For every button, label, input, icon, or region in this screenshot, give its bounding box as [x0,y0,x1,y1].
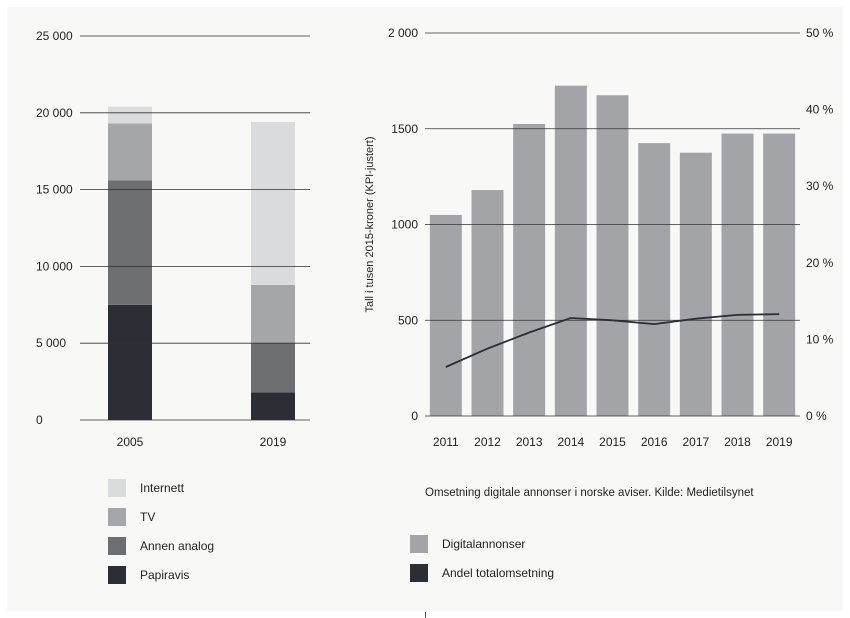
y-tick-label-right-500: 500 [398,313,418,327]
y2-tick-label-50: 50 % [806,26,834,40]
y-tick-label-right-2000: 2 000 [388,26,418,40]
x-tick-label-2017: 2017 [682,435,709,449]
x-tick-label-2013: 2013 [516,435,543,449]
x-tick-label-2019: 2019 [766,435,793,449]
bar-internett-2019 [251,122,295,285]
x-tick-label-2019: 2019 [260,435,287,449]
line-andel-totalomsetning [445,313,780,368]
x-tick-label-2018: 2018 [724,435,751,449]
x-tick-label-2012: 2012 [474,435,501,449]
bar-tv-2005 [108,123,152,181]
bar-annen-analog-2005 [108,180,152,305]
bar-digitalannonser-2013 [513,123,546,417]
legend-swatch-papiravis [108,566,126,584]
y-tick-label-left-25000: 25 000 [36,29,73,43]
y-tick-label-right-0: 0 [411,409,418,423]
bar-digitalannonser-2018 [721,133,754,416]
y-tick-label-left-5000: 5 000 [36,336,66,350]
legend-label-digitalannonser: Digitalannonser [442,537,526,551]
legend-left-tv: TV [108,508,155,526]
legend-label-internett: Internett [140,481,185,495]
x-tick-label-2016: 2016 [641,435,668,449]
legend-label-tv: TV [140,510,156,524]
legend-left-annen-analog: Annen analog [108,537,214,555]
y2-tick-label-20: 20 % [806,256,834,270]
x-tick-label-2014: 2014 [557,435,584,449]
y2-tick-label-0: 0 % [806,409,827,423]
legend-label-papiravis: Papiravis [140,568,190,582]
bar-internett-2005 [108,106,152,124]
y-tick-label-left-0: 0 [36,413,43,427]
y-tick-label-right-1000: 1000 [391,218,418,232]
y-tick-label-right-1500: 1500 [391,122,418,136]
legend-right-digitalannonser: Digitalannonser [410,535,525,553]
y-axis-label: Tall i tusen 2015-kroner (KPI-justert) [364,136,376,312]
bar-digitalannonser-2014 [554,85,587,416]
bar-digitalannonser-2019 [763,133,796,416]
legend-label-annen-analog: Annen analog [140,539,215,553]
legend-left-internett: Internett [108,479,184,497]
legend-right-andel: Andel totalomsetning [410,564,554,582]
footer-tick-mark [425,612,426,618]
bar-digitalannonser-2012 [471,190,504,416]
y2-tick-label-40: 40 % [806,103,834,117]
legend-swatch-andel [410,564,428,582]
bar-digitalannonser-2015 [596,95,629,417]
legend-swatch-digitalannonser [410,535,428,553]
x-tick-label-2005: 2005 [117,435,144,449]
bar-tv-2019 [251,284,295,344]
legend-swatch-internett [108,479,126,497]
x-tick-label-2015: 2015 [599,435,626,449]
bar-papiravis-2019 [251,392,295,420]
legend-left-papiravis: Papiravis [108,566,189,584]
y-tick-label-left-20000: 20 000 [36,106,73,120]
bar-papiravis-2005 [108,304,152,420]
chart-caption: Omsetning digitale annonser i norske avi… [425,487,754,499]
y2-tick-label-30: 30 % [806,179,834,193]
y2-tick-label-10: 10 % [806,332,834,346]
bar-digitalannonser-2016 [638,143,671,417]
x-tick-label-2011: 2011 [433,435,459,449]
bar-annen-analog-2019 [251,343,295,393]
legend-label-andel: Andel totalomsetning [442,566,555,580]
y-tick-label-left-10000: 10 000 [36,259,73,273]
legend-swatch-annen-analog [108,537,126,555]
bar-digitalannonser-2017 [679,152,712,416]
y-tick-label-left-15000: 15 000 [36,183,73,197]
bar-digitalannonser-2011 [429,214,462,416]
legend-swatch-tv [108,508,126,526]
